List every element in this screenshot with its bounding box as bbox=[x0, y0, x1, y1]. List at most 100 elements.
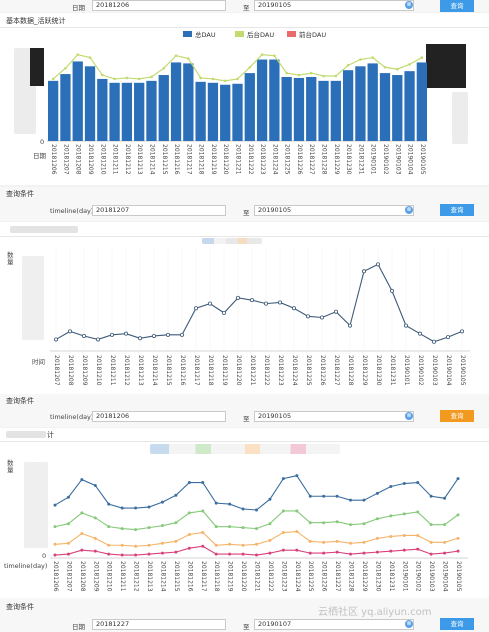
end-date-input[interactable]: 20190105 bbox=[254, 0, 414, 11]
to-label: 至 bbox=[243, 4, 250, 12]
data-point bbox=[51, 77, 55, 81]
data-point bbox=[395, 67, 399, 71]
legend-label: 后台DAU bbox=[247, 30, 274, 39]
x-tick-label: 20181215 bbox=[173, 561, 180, 592]
x-tick-label: 20181210 bbox=[99, 144, 106, 175]
series-line bbox=[55, 263, 463, 343]
x-tick-label: 20181225 bbox=[284, 144, 291, 175]
query-header: 查询条件 bbox=[6, 190, 34, 198]
x-tick-label: 20181229 bbox=[361, 561, 368, 592]
bar bbox=[330, 80, 341, 141]
data-point bbox=[134, 528, 138, 532]
x-tick-label: 20181213 bbox=[146, 561, 153, 592]
end-date-input[interactable]: 20190105 bbox=[254, 205, 414, 216]
end-date-input[interactable]: 20190105 bbox=[254, 411, 414, 422]
x-tick-label: 20181224 bbox=[294, 561, 301, 592]
data-point bbox=[201, 544, 205, 548]
data-point bbox=[362, 522, 366, 526]
blurred-right-axis bbox=[452, 92, 468, 144]
section-divider bbox=[0, 236, 489, 237]
x-tick-label: 20181213 bbox=[136, 144, 143, 175]
x-tick-label: 20181229 bbox=[333, 144, 340, 175]
date-label: 日期 bbox=[72, 623, 85, 631]
data-point bbox=[429, 552, 433, 556]
bar bbox=[269, 59, 280, 141]
data-point bbox=[80, 548, 84, 552]
x-tick-label: 20181226 bbox=[296, 144, 303, 175]
dau-bar-chart: 总DAU 后台DAU 前台DAU 20181206 20181207 20181208 20… bbox=[47, 30, 428, 175]
x-tick-label: 20190105 bbox=[419, 144, 426, 175]
start-date-input[interactable]: 20181227 bbox=[92, 619, 226, 630]
data-point bbox=[147, 505, 151, 509]
clear-icon[interactable]: ⊗ bbox=[405, 412, 413, 420]
y-axis-label: 数量 bbox=[7, 459, 14, 474]
start-date-input[interactable]: 20181206 bbox=[92, 0, 226, 11]
data-point bbox=[134, 553, 138, 557]
data-point bbox=[124, 331, 129, 336]
data-point bbox=[445, 335, 450, 340]
data-point bbox=[375, 550, 379, 554]
data-point bbox=[322, 74, 325, 78]
x-tick-label: 20190101 bbox=[403, 355, 410, 386]
start-date-input[interactable]: 20181207 bbox=[92, 205, 226, 216]
x-tick-label: 20190101 bbox=[370, 144, 377, 175]
clear-icon[interactable]: ⊗ bbox=[405, 206, 413, 214]
data-point bbox=[349, 541, 353, 545]
data-point bbox=[151, 333, 156, 338]
series-line bbox=[54, 510, 459, 531]
section-title-suffix: 计 bbox=[47, 431, 54, 439]
x-tick-label: 20181225 bbox=[305, 355, 312, 386]
data-point bbox=[174, 54, 178, 57]
bar bbox=[293, 77, 305, 141]
data-point bbox=[263, 301, 268, 306]
x-axis-label: 日期 bbox=[33, 152, 46, 160]
data-point bbox=[241, 543, 245, 547]
bar bbox=[392, 75, 403, 141]
data-point bbox=[93, 536, 97, 540]
data-point bbox=[362, 540, 366, 544]
x-tick-label: 20181226 bbox=[319, 355, 326, 386]
x-tick-label: 20181210 bbox=[106, 561, 113, 592]
data-point bbox=[107, 543, 111, 547]
data-point bbox=[120, 553, 124, 557]
search-button[interactable]: 查询 bbox=[440, 204, 474, 216]
x-tick-label: 20181208 bbox=[79, 561, 86, 592]
data-point bbox=[160, 500, 164, 504]
data-point bbox=[66, 522, 70, 526]
x-tick-label: 20181207 bbox=[62, 144, 69, 175]
data-point bbox=[346, 64, 350, 67]
blurred-legend bbox=[150, 444, 340, 454]
timeline-label: timeline(day) bbox=[50, 413, 94, 421]
x-tick-label: 20181223 bbox=[280, 561, 287, 592]
data-point bbox=[223, 79, 227, 83]
data-point bbox=[174, 539, 178, 543]
date-label: 日期 bbox=[72, 4, 85, 12]
data-point bbox=[459, 329, 464, 334]
data-point bbox=[201, 509, 205, 513]
section-divider bbox=[0, 27, 489, 28]
clear-icon[interactable]: ⊗ bbox=[405, 1, 413, 9]
data-point bbox=[249, 298, 254, 303]
search-button[interactable]: 查询 bbox=[440, 0, 474, 12]
data-point bbox=[383, 65, 387, 69]
data-point bbox=[137, 336, 142, 341]
data-point bbox=[417, 331, 422, 336]
search-button[interactable]: 查询 bbox=[440, 410, 474, 422]
x-tick-label: 20181220 bbox=[240, 561, 247, 592]
start-date-input[interactable]: 20181206 bbox=[92, 411, 226, 422]
data-point bbox=[241, 526, 245, 530]
data-point bbox=[268, 551, 272, 555]
data-point bbox=[201, 481, 205, 485]
x-tick-label: 20181211 bbox=[112, 144, 119, 175]
x-tick-label: 20181210 bbox=[95, 355, 102, 386]
end-date-input[interactable]: 20190107 bbox=[254, 619, 414, 630]
clear-icon[interactable]: ⊗ bbox=[405, 620, 413, 628]
data-point bbox=[53, 542, 57, 546]
data-point bbox=[174, 493, 178, 497]
to-label: 至 bbox=[243, 209, 250, 217]
search-button[interactable]: 查询 bbox=[440, 618, 474, 630]
data-point bbox=[416, 547, 420, 551]
x-tick-label: 20181215 bbox=[161, 144, 168, 175]
data-point bbox=[309, 71, 313, 75]
data-point bbox=[82, 333, 87, 338]
